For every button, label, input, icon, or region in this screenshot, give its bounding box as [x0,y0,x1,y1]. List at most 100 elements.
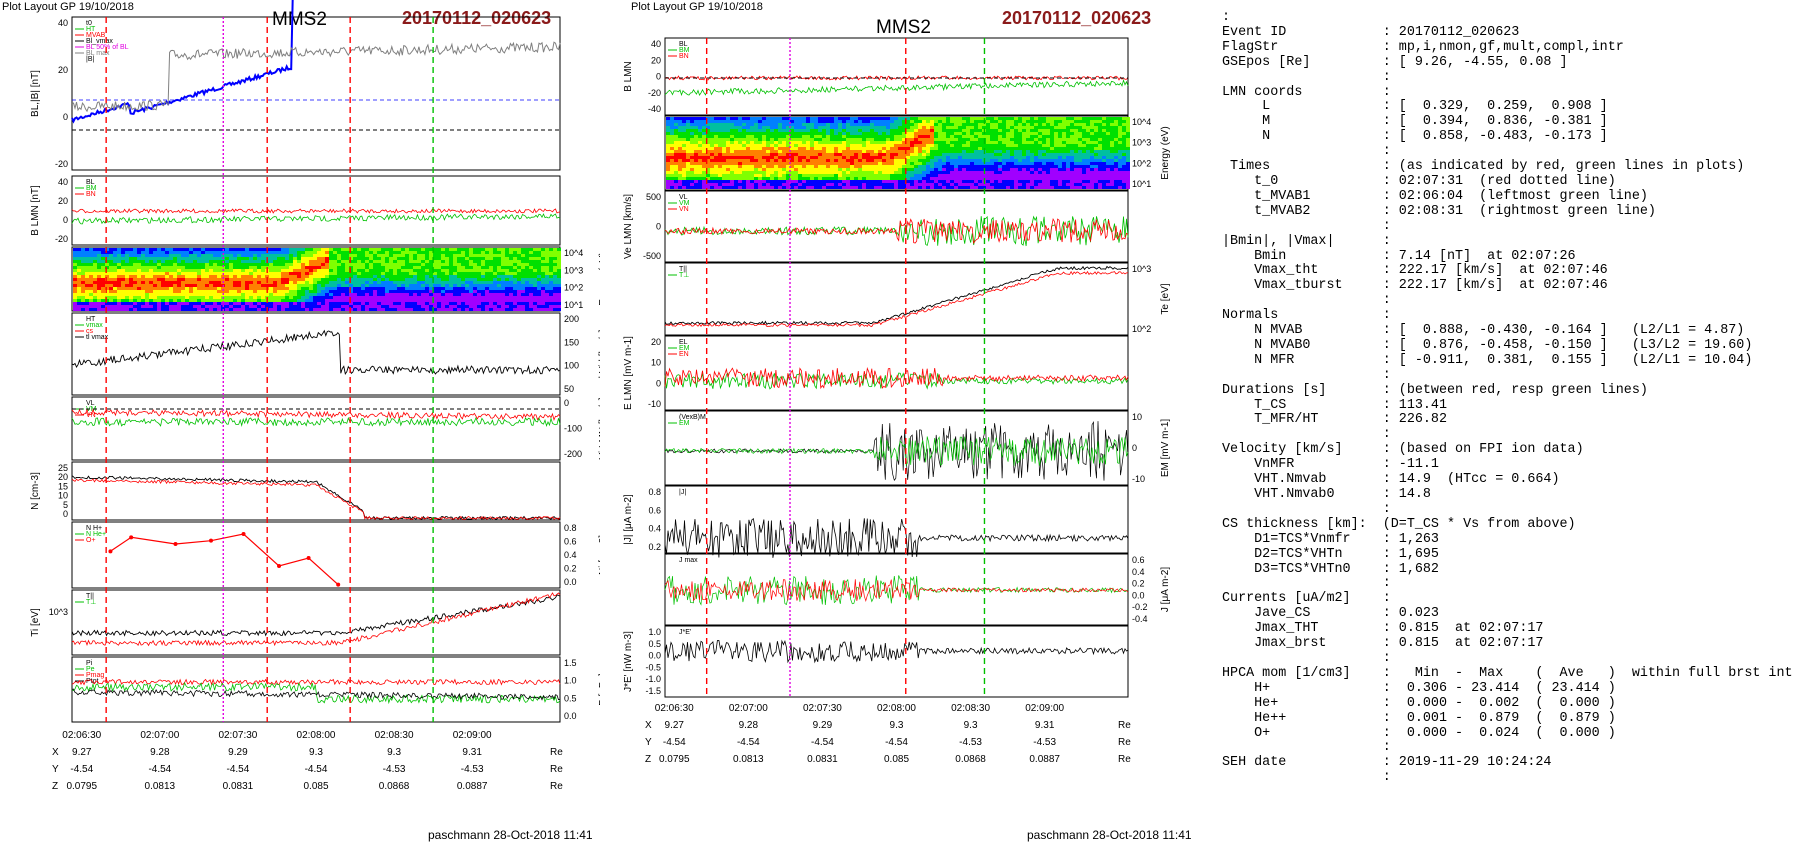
panel-ylabel: Ni [cm-3] [598,535,600,575]
pos-row-label: Z [52,781,58,792]
pos-row-label: X [52,747,59,758]
panel-frame [72,590,560,655]
panel-frame [665,626,1128,697]
panel-ylabel: BL,|B| [nT] [30,70,41,117]
panel-ylabel: Vi LMN [km/s] [598,397,600,459]
ytick-label: -200 [564,449,582,459]
pos-value: 9.28 [739,720,759,731]
time-tick-label: 02:08:30 [951,703,990,714]
legend-entry: J*E' [679,629,691,636]
ytick-label: 0.0 [1132,590,1145,600]
t-perp-trace [72,595,560,636]
pos-value: 0.0868 [955,754,986,765]
ytick-label: -10 [1132,474,1145,484]
legend-entry: tl vmax [86,334,109,341]
ytick-label: 1.0 [564,676,577,686]
event-info-text: : Event ID : 20170112_020623 FlagStr : m… [1222,11,1793,786]
ytick-label: 20 [651,337,661,347]
legend-entry: EM [679,420,690,427]
panel-frame [665,411,1128,485]
panel-ylabel: Ti [eV] [30,608,41,637]
ytick-label: -0.4 [1132,614,1148,624]
energy-spectrogram [666,117,1130,189]
pos-value: -4.54 [885,737,908,748]
time-tick-label: 02:09:00 [1025,703,1064,714]
em-trace [665,373,1128,389]
panel-ylabel: | Vi | [km/s] [598,329,600,378]
panel-ylabel: B LMN [623,61,634,92]
footer-left: paschmann 28-Oct-2018 11:41 [428,828,593,842]
pos-value: 9.3 [309,747,323,758]
ytick-label: 0 [1132,443,1137,453]
pos-value: 0.0795 [659,754,690,765]
pos-value: 9.31 [462,747,482,758]
pmag-trace [72,668,560,678]
pos-value: -4.54 [737,737,760,748]
ytick-label: 50 [564,384,574,394]
pos-value: 9.3 [890,720,904,731]
pos-row-label: Y [645,737,652,748]
time-tick-label: 02:08:30 [375,730,414,741]
ytick-label: 0.2 [564,564,577,574]
panel-ylabel: N [cm-3] [30,472,41,510]
panel-ylabel: Energy (eV) [1160,126,1171,179]
pos-value: 9.27 [665,720,685,731]
time-tick-label: 02:07:00 [729,703,768,714]
pos-value: -4.54 [305,764,328,775]
ytick-label: -100 [564,424,582,434]
pos-value: -4.54 [663,737,686,748]
panel-ylabel: EM [mV m-1] [1160,419,1171,478]
ytick-label: 10^1 [564,300,583,310]
panel-ylabel: Ve LMN [km/s] [623,194,634,259]
ytick-label: 10 [1132,412,1142,422]
ytick-label: 200 [564,314,579,324]
vm-trace [72,418,560,426]
time-tick-label: 02:09:00 [453,730,492,741]
vn-trace [665,219,1128,243]
panel-ylabel: J*E' [nW m-3] [623,631,634,692]
ytick-label: 0.4 [564,550,577,560]
bn-trace [72,209,560,213]
pos-value: 9.31 [1035,720,1055,731]
pos-value: -4.53 [959,737,982,748]
ytick-label: 0.5 [648,639,661,649]
ytick-label: 40 [651,39,661,49]
panel-frame [72,313,560,395]
panel-ylabel: P [nPa] [598,673,600,706]
ytick-label: 0.5 [564,693,577,703]
ytick-label: 0.0 [564,711,577,721]
ytick-label: 10^4 [1132,117,1151,127]
je-trace [665,640,1128,662]
pos-value: -4.54 [70,764,93,775]
pos-unit: Re [550,764,563,775]
panel-ylabel: |J| [μA m-2] [623,494,634,545]
ytick-label: 500 [646,192,661,202]
time-tick-label: 02:07:00 [140,730,179,741]
pos-unit: Re [1118,737,1131,748]
ytick-label: 10^2 [564,283,583,293]
ytick-label: 0 [564,398,569,408]
panel-ylabel: Te [eV] [1160,283,1171,314]
te-par-trace [665,272,1128,327]
pos-unit: Re [1118,720,1131,731]
time-tick-label: 02:08:00 [297,730,336,741]
ytick-label: 0 [63,112,68,122]
ytick-label: 0 [656,378,661,388]
ytick-label: 0.4 [1132,567,1145,577]
ytick-label: -1.5 [645,686,661,696]
ytick-label: 10 [651,358,661,368]
te-perp-trace [665,267,1128,325]
ytick-label: 10^3 [1132,264,1151,274]
el-trace [665,374,1128,388]
time-tick-label: 02:06:30 [655,703,694,714]
ytick-label: 0.0 [564,577,577,587]
panel-ylabel: B LMN [nT] [30,185,41,236]
panel-frame [72,397,560,460]
panel-ylabel: E LMN [mV m-1] [623,336,634,410]
ytick-label: 100 [564,361,579,371]
pos-value: 0.085 [303,781,328,792]
ytick-label: 0.6 [564,537,577,547]
ytick-label: -0.2 [1132,602,1148,612]
ytick-label: 0.6 [648,505,661,515]
